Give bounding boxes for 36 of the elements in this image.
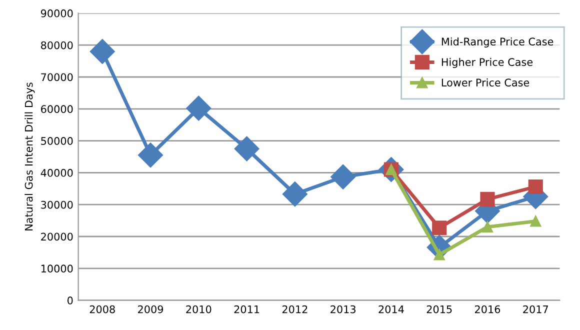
y-tick-label: 90000	[40, 9, 73, 18]
point	[432, 220, 447, 236]
legend-label: Lower Price Case	[442, 78, 530, 86]
x-tick-label: 2016	[475, 305, 500, 314]
x-tick-label: 2013	[330, 305, 356, 314]
y-tick-label: 70000	[41, 73, 73, 82]
x-tick-label: 2008	[90, 305, 115, 314]
y-tick-label: 10000	[41, 264, 73, 273]
point	[282, 182, 308, 207]
point	[186, 96, 212, 121]
x-tick-label: 2012	[282, 305, 308, 314]
y-tick-label: 40000	[40, 168, 73, 177]
x-tick-label: 2011	[234, 305, 260, 314]
point	[530, 216, 542, 227]
x-tick-label: 2009	[138, 305, 164, 314]
x-tick-label: 2015	[426, 305, 452, 314]
point	[330, 164, 356, 190]
point	[528, 179, 543, 194]
y-axis-title: Natural Gas Intent Drill Days	[24, 82, 35, 230]
legend-label: Mid-Range Price Case	[442, 37, 554, 48]
x-tick-label: 2014	[378, 305, 404, 314]
y-tick-label: 60000	[41, 105, 73, 114]
point	[434, 249, 445, 260]
point	[234, 136, 260, 162]
y-tick-label: 80000	[41, 41, 73, 50]
x-tick-label: 2010	[186, 305, 212, 314]
y-tick-label: 30000	[41, 200, 73, 209]
point	[138, 142, 163, 168]
x-tick-label: 2017	[523, 305, 548, 314]
point	[482, 221, 494, 232]
y-tick-label: 20000	[41, 232, 73, 241]
y-tick-label: 50000	[41, 137, 73, 145]
y-tick-label: 0	[68, 296, 73, 304]
legend-label: Higher Price Case	[442, 58, 533, 68]
point	[480, 192, 495, 206]
point	[90, 39, 115, 64]
